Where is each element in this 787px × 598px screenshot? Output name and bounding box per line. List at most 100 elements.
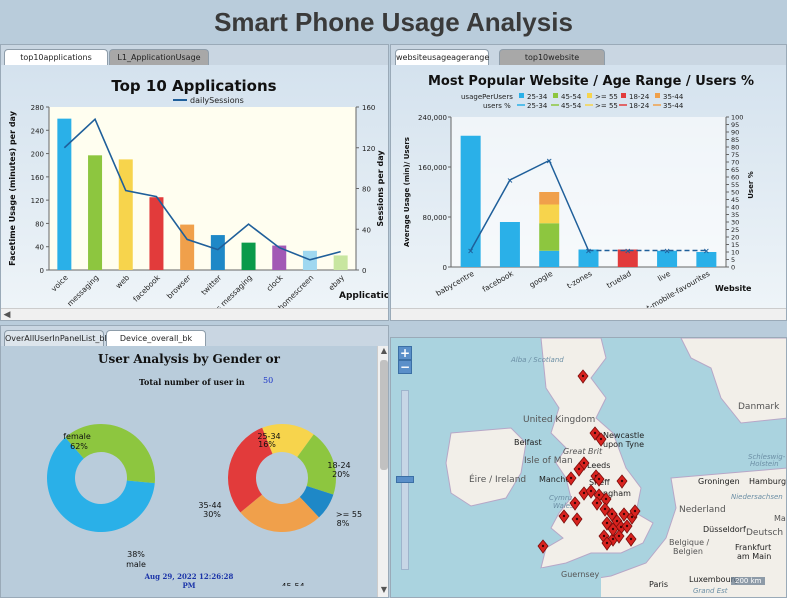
map-marker-dot [630, 515, 634, 519]
map-label: Leeds [587, 461, 611, 470]
y2-tick-label: 0 [362, 267, 366, 275]
y2-tick-label: 65 [731, 166, 739, 174]
slice-label: 38% [127, 550, 145, 559]
tab-top10website[interactable]: top10website [499, 49, 605, 65]
bar [57, 118, 72, 270]
chart-title: Top 10 Applications [111, 77, 276, 95]
bar [149, 197, 164, 270]
map-marker-dot [610, 512, 614, 516]
map-background[interactable]: Alba / Scotland United Kingdom Belfast N… [391, 338, 786, 597]
map-panel[interactable]: Alba / Scotland United Kingdom Belfast N… [390, 337, 787, 598]
y2-tick-label: 100 [731, 114, 743, 122]
age-slice [240, 494, 319, 532]
bar [333, 255, 348, 270]
y2-tick-label: 0 [731, 264, 735, 272]
bar-segment [460, 135, 481, 267]
map-label: Hamburg [749, 477, 787, 486]
age-slice [297, 434, 336, 495]
legend-label: 25-34 [527, 93, 548, 101]
zoom-in-button[interactable]: + [398, 346, 412, 360]
legend-swatch [587, 93, 592, 98]
age-slice [262, 424, 314, 457]
map-label: Éire / Ireland [469, 475, 527, 485]
legend-label: 45-54 [561, 93, 582, 101]
tab-websiteusageagerange[interactable]: websiteusageagerange [395, 49, 489, 65]
map-label: United Kingdom [523, 415, 596, 425]
map-label: Holstein [750, 460, 779, 468]
x-axis-label: Application [339, 291, 388, 301]
bar [180, 224, 195, 270]
slice-label: 8% [337, 519, 350, 528]
top-applications-panel: top10applications L1_ApplicationUsage To… [0, 44, 389, 321]
map-marker-dot [611, 527, 615, 531]
tab-l1-applicationusage[interactable]: L1_ApplicationUsage [109, 49, 209, 65]
map-marker-dot [577, 467, 581, 471]
x-tick-label: browser [165, 272, 193, 300]
scroll-up-icon[interactable]: ▲ [380, 346, 388, 355]
y2-tick-label: 35 [731, 211, 739, 219]
map-marker-dot [562, 514, 566, 518]
bar-segment [696, 252, 717, 267]
chart-area: Top 10 Applications dailySessions 0 40 80 120… [1, 65, 388, 320]
slice-label: 45-54 [281, 582, 304, 586]
map-label: Grand Est [693, 587, 728, 595]
slice-label: 35-44 [198, 501, 221, 510]
y2-tick-label: 70 [731, 159, 739, 167]
bar-segment [499, 222, 520, 267]
map-label: Great Brit [563, 447, 603, 456]
y-tick-label: 0 [443, 264, 447, 272]
user-pct-point: × [703, 247, 710, 256]
bar [272, 245, 287, 270]
bar-segment [539, 250, 560, 267]
horizontal-scrollbar[interactable] [391, 308, 786, 320]
y-tick-label: 40 [35, 244, 44, 252]
tab-overalluserinpanellist[interactable]: OverAllUserInPanelList_bk [4, 330, 109, 346]
legend-swatch [519, 93, 524, 98]
user-pct-point: × [467, 247, 474, 256]
y2-tick-label: 30 [731, 219, 739, 227]
map-label: Manche [539, 475, 571, 484]
legend-label: 25-34 [527, 102, 548, 110]
legend-label: dailySessions [190, 96, 244, 105]
map-label: Frankfurt [735, 543, 772, 552]
vertical-scrollbar[interactable]: ▲ ▼ [377, 346, 388, 597]
map-label: Deutsch [746, 528, 784, 538]
gender-slice [47, 437, 155, 532]
scroll-thumb[interactable] [380, 360, 388, 470]
scroll-down-icon[interactable]: ▼ [380, 585, 388, 594]
user-analysis-heading: User Analysis by Gender or [98, 352, 280, 366]
age-slice [228, 427, 273, 513]
map-marker-dot [617, 534, 621, 538]
map-marker-dot [569, 476, 573, 480]
zoom-slider-handle[interactable] [396, 476, 414, 483]
legend-label: 35-44 [663, 102, 684, 110]
map-label: Schleswig- [748, 453, 786, 461]
y2-tick-label: 160 [362, 104, 375, 112]
x-tick-label: live [656, 269, 672, 284]
chart-title: Most Popular Website / Age Range / Users… [428, 74, 754, 89]
bar-segment [657, 250, 678, 267]
legend-swatch [553, 93, 558, 98]
total-users-label: Total number of user in [139, 377, 245, 387]
map-marker-dot [625, 524, 629, 528]
map-label: Düsseldorf [703, 525, 746, 534]
zoom-out-button[interactable]: − [398, 360, 412, 374]
tab-device-overall[interactable]: Device_overall_bk [106, 330, 206, 346]
bar-segment [539, 192, 560, 205]
bar [210, 235, 225, 270]
bar-segment [539, 204, 560, 224]
tab-top10applications[interactable]: top10applications [4, 49, 108, 65]
y-tick-label: 240,000 [418, 114, 447, 122]
horizontal-scrollbar[interactable]: ◀ [1, 308, 388, 320]
scroll-left-icon[interactable]: ◀ [3, 310, 11, 320]
legend-swatch [655, 93, 660, 98]
y2-tick-label: 60 [731, 174, 739, 182]
x-tick-label: google [528, 269, 555, 290]
map-marker-dot [602, 534, 606, 538]
map-marker-dot [619, 525, 623, 529]
map-label: Belgien [673, 547, 703, 556]
y2-tick-label: 80 [362, 186, 371, 194]
slice-label: 20% [332, 470, 350, 479]
slice-label: >= 55 [336, 510, 362, 519]
legend-title: usagePerUsers [461, 93, 513, 101]
